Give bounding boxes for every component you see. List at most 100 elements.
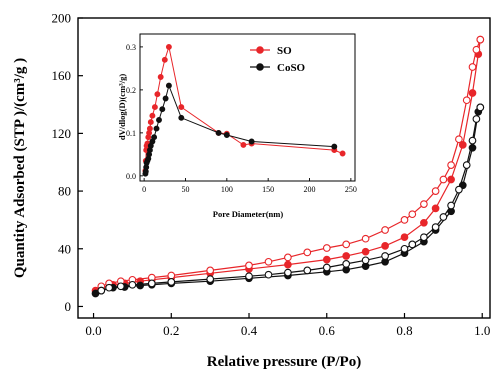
inset-x-axis-label: Pore Diameter(nm)	[213, 209, 284, 219]
point-coso-desorption	[455, 185, 463, 194]
point-coso-desorption	[167, 278, 176, 286]
inset-x-tick-label: 200	[304, 185, 316, 194]
point-coso-desorption	[420, 233, 428, 242]
point-coso-desorption	[264, 270, 273, 279]
y-tick-label: 200	[52, 11, 72, 26]
point-coso-desorption	[439, 213, 448, 221]
point-coso-desorption	[284, 268, 292, 277]
legend-label-so: SO	[277, 45, 292, 57]
point-so-desorption	[439, 175, 448, 184]
point-coso-desorption	[128, 280, 137, 289]
point-so-adsorption	[431, 204, 440, 213]
point-so-desorption	[284, 253, 292, 262]
inset-point-so	[147, 119, 154, 126]
point-so-desorption	[420, 200, 428, 208]
point-so-adsorption	[420, 218, 428, 227]
point-so-adsorption	[400, 233, 409, 242]
point-coso-desorption	[476, 103, 485, 112]
inset-point-so	[178, 104, 185, 111]
inset-point-so	[161, 56, 168, 63]
legend-marker-coso	[256, 63, 264, 71]
point-coso-desorption	[381, 252, 389, 260]
inset-y-tick-label: 0.3	[126, 43, 136, 52]
point-so-adsorption	[284, 260, 292, 269]
y-tick-label: 120	[52, 126, 72, 141]
point-coso-desorption	[361, 256, 370, 265]
point-coso-desorption	[303, 266, 312, 275]
point-coso-desorption	[116, 282, 125, 291]
point-coso-desorption	[447, 201, 455, 210]
point-so-desorption	[400, 216, 409, 224]
point-so-desorption	[381, 226, 389, 234]
point-coso-desorption	[342, 260, 351, 268]
inset-point-coso	[248, 138, 255, 145]
main-plot-frame	[77, 17, 491, 319]
inset-point-so	[151, 104, 158, 111]
point-so-adsorption	[381, 242, 389, 250]
point-coso-desorption	[431, 223, 440, 231]
inset-point-coso	[162, 95, 169, 102]
inset-series-layer	[142, 43, 346, 177]
point-so-desorption	[245, 261, 253, 270]
point-coso-desorption	[322, 263, 331, 272]
point-coso-desorption	[105, 283, 113, 292]
point-so-desorption	[342, 240, 351, 249]
x-tick-label: 0.6	[319, 323, 336, 338]
point-so-desorption	[476, 35, 485, 44]
y-tick-label: 40	[58, 241, 71, 256]
inset-point-coso	[165, 82, 172, 89]
main-axis-ticks: 0.0 0.2 0.4 0.6 0.8 1.0 0 40 80 120 160 200	[52, 11, 491, 339]
point-coso-desorption	[245, 272, 253, 281]
point-so-desorption	[206, 266, 215, 275]
point-coso-desorption	[147, 279, 156, 288]
point-so-desorption	[322, 244, 331, 252]
point-so-desorption	[303, 248, 312, 257]
inset-point-coso	[223, 132, 230, 138]
inset-point-so	[165, 43, 172, 50]
legend: SO CoSO	[250, 45, 306, 74]
point-so-adsorption	[447, 175, 455, 184]
inset-point-so	[146, 125, 153, 132]
inset-point-so	[339, 150, 346, 157]
inset-y-tick-label: 0.1	[126, 129, 136, 138]
point-so-adsorption	[322, 255, 331, 264]
point-so-adsorption	[361, 247, 370, 256]
inset-y-axis-label: dV/dlog(D)(cm³/g)	[117, 74, 127, 140]
point-so-adsorption	[342, 252, 351, 260]
point-coso-desorption	[400, 244, 409, 253]
inset-point-coso	[331, 143, 338, 150]
x-axis-label: Relative pressure (P/Po)	[207, 354, 361, 370]
point-so-desorption	[361, 234, 370, 243]
inset-point-so	[157, 74, 164, 80]
y-axis-label: Quantity Adsorbed (STP )/(cm³/g )	[12, 58, 28, 278]
main-series-layer	[91, 35, 485, 298]
point-so-desorption	[468, 63, 477, 71]
inset-x-tick-label: 150	[262, 185, 274, 194]
point-so-adsorption	[468, 89, 477, 97]
point-coso-adsorption	[136, 281, 145, 290]
inset-point-so	[149, 112, 156, 119]
inset-point-so	[240, 141, 247, 148]
point-coso-desorption	[468, 136, 477, 145]
x-tick-label: 0.2	[163, 323, 179, 338]
point-so-desorption	[462, 96, 471, 105]
point-coso-desorption	[206, 275, 215, 283]
inset-axis-ticks: 0 50 100 150 200 250 0.0 0.1 0.2 0.3	[126, 43, 357, 194]
point-coso-desorption	[462, 161, 471, 169]
x-tick-label: 1.0	[474, 323, 490, 338]
y-tick-label: 80	[58, 184, 71, 199]
inset-point-coso	[156, 117, 162, 123]
inset-point-coso	[215, 129, 222, 136]
point-so-adsorption	[458, 141, 467, 149]
point-so-desorption	[167, 271, 176, 280]
point-so-desorption	[447, 161, 455, 169]
point-so-desorption	[264, 257, 273, 266]
point-so-desorption	[431, 187, 440, 195]
legend-label-coso: CoSO	[277, 62, 306, 74]
inset-x-tick-label: 50	[181, 185, 189, 194]
inset-x-tick-label: 250	[345, 185, 357, 194]
point-so-desorption	[455, 135, 463, 144]
inset-y-tick-label: 0.0	[126, 172, 136, 181]
inset-point-so	[154, 91, 161, 98]
